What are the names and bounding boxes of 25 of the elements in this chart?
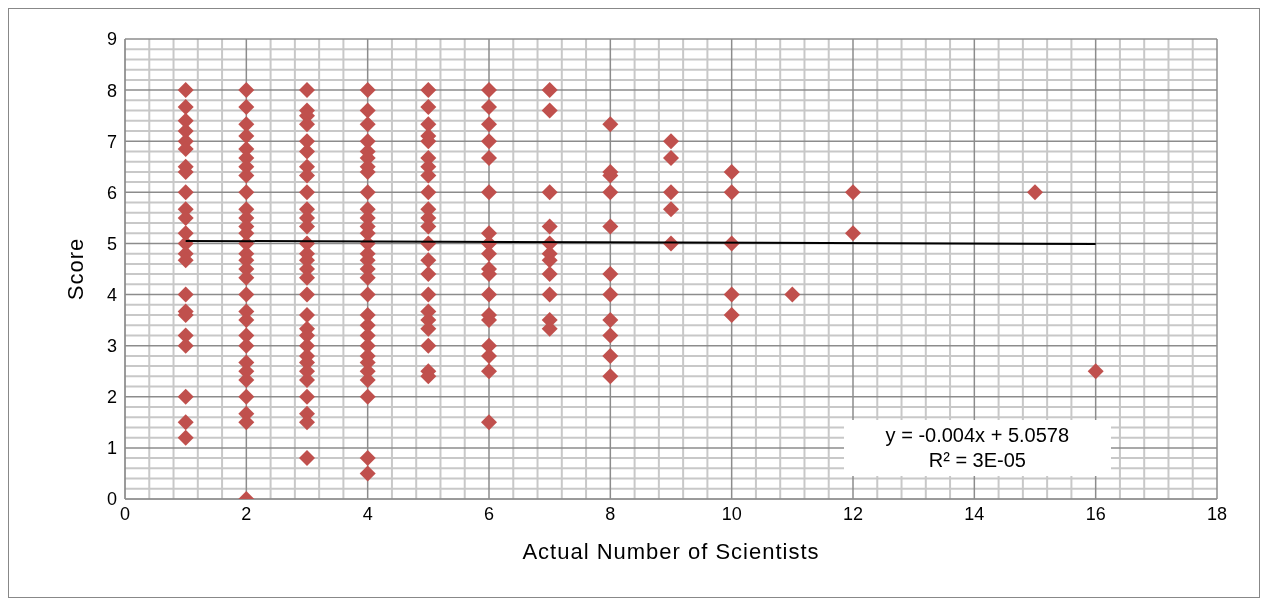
annotation: y = -0.004x + 5.0578: [884, 422, 1071, 448]
annotation: R² = 3E-05: [927, 447, 1027, 473]
x-tick-label: 0: [119, 503, 131, 524]
x-tick-label: 8: [605, 503, 616, 524]
y-tick-label: 5: [106, 233, 117, 254]
y-tick-label: 9: [106, 29, 117, 50]
y-tick-label: 1: [106, 438, 117, 459]
y-tick-label: 0: [106, 489, 117, 510]
text-box: y = -0.004x + 5.0578 R² = 3E-05: [843, 419, 1111, 476]
x-tick-label: 2: [241, 503, 252, 524]
x-tick-label: 6: [483, 503, 495, 524]
x-tick-label: 14: [964, 503, 985, 524]
y-tick-label: 2: [106, 387, 117, 408]
y-tick-label: 6: [106, 182, 117, 203]
y-tick-label: 4: [106, 284, 117, 305]
y-tick-label: 3: [106, 336, 117, 357]
y-axis-title: Score: [62, 237, 88, 301]
y-tick-label: 7: [106, 131, 117, 152]
x-tick-label: 12: [842, 503, 864, 524]
x-tick-label: 10: [721, 503, 742, 524]
x-tick-label: 4: [362, 503, 373, 524]
x-tick-label: 18: [1206, 503, 1228, 524]
y-tick-label: 8: [106, 80, 117, 101]
x-axis-title: Actual Number of Scientists: [522, 539, 820, 564]
x-tick-label: 16: [1085, 503, 1106, 524]
